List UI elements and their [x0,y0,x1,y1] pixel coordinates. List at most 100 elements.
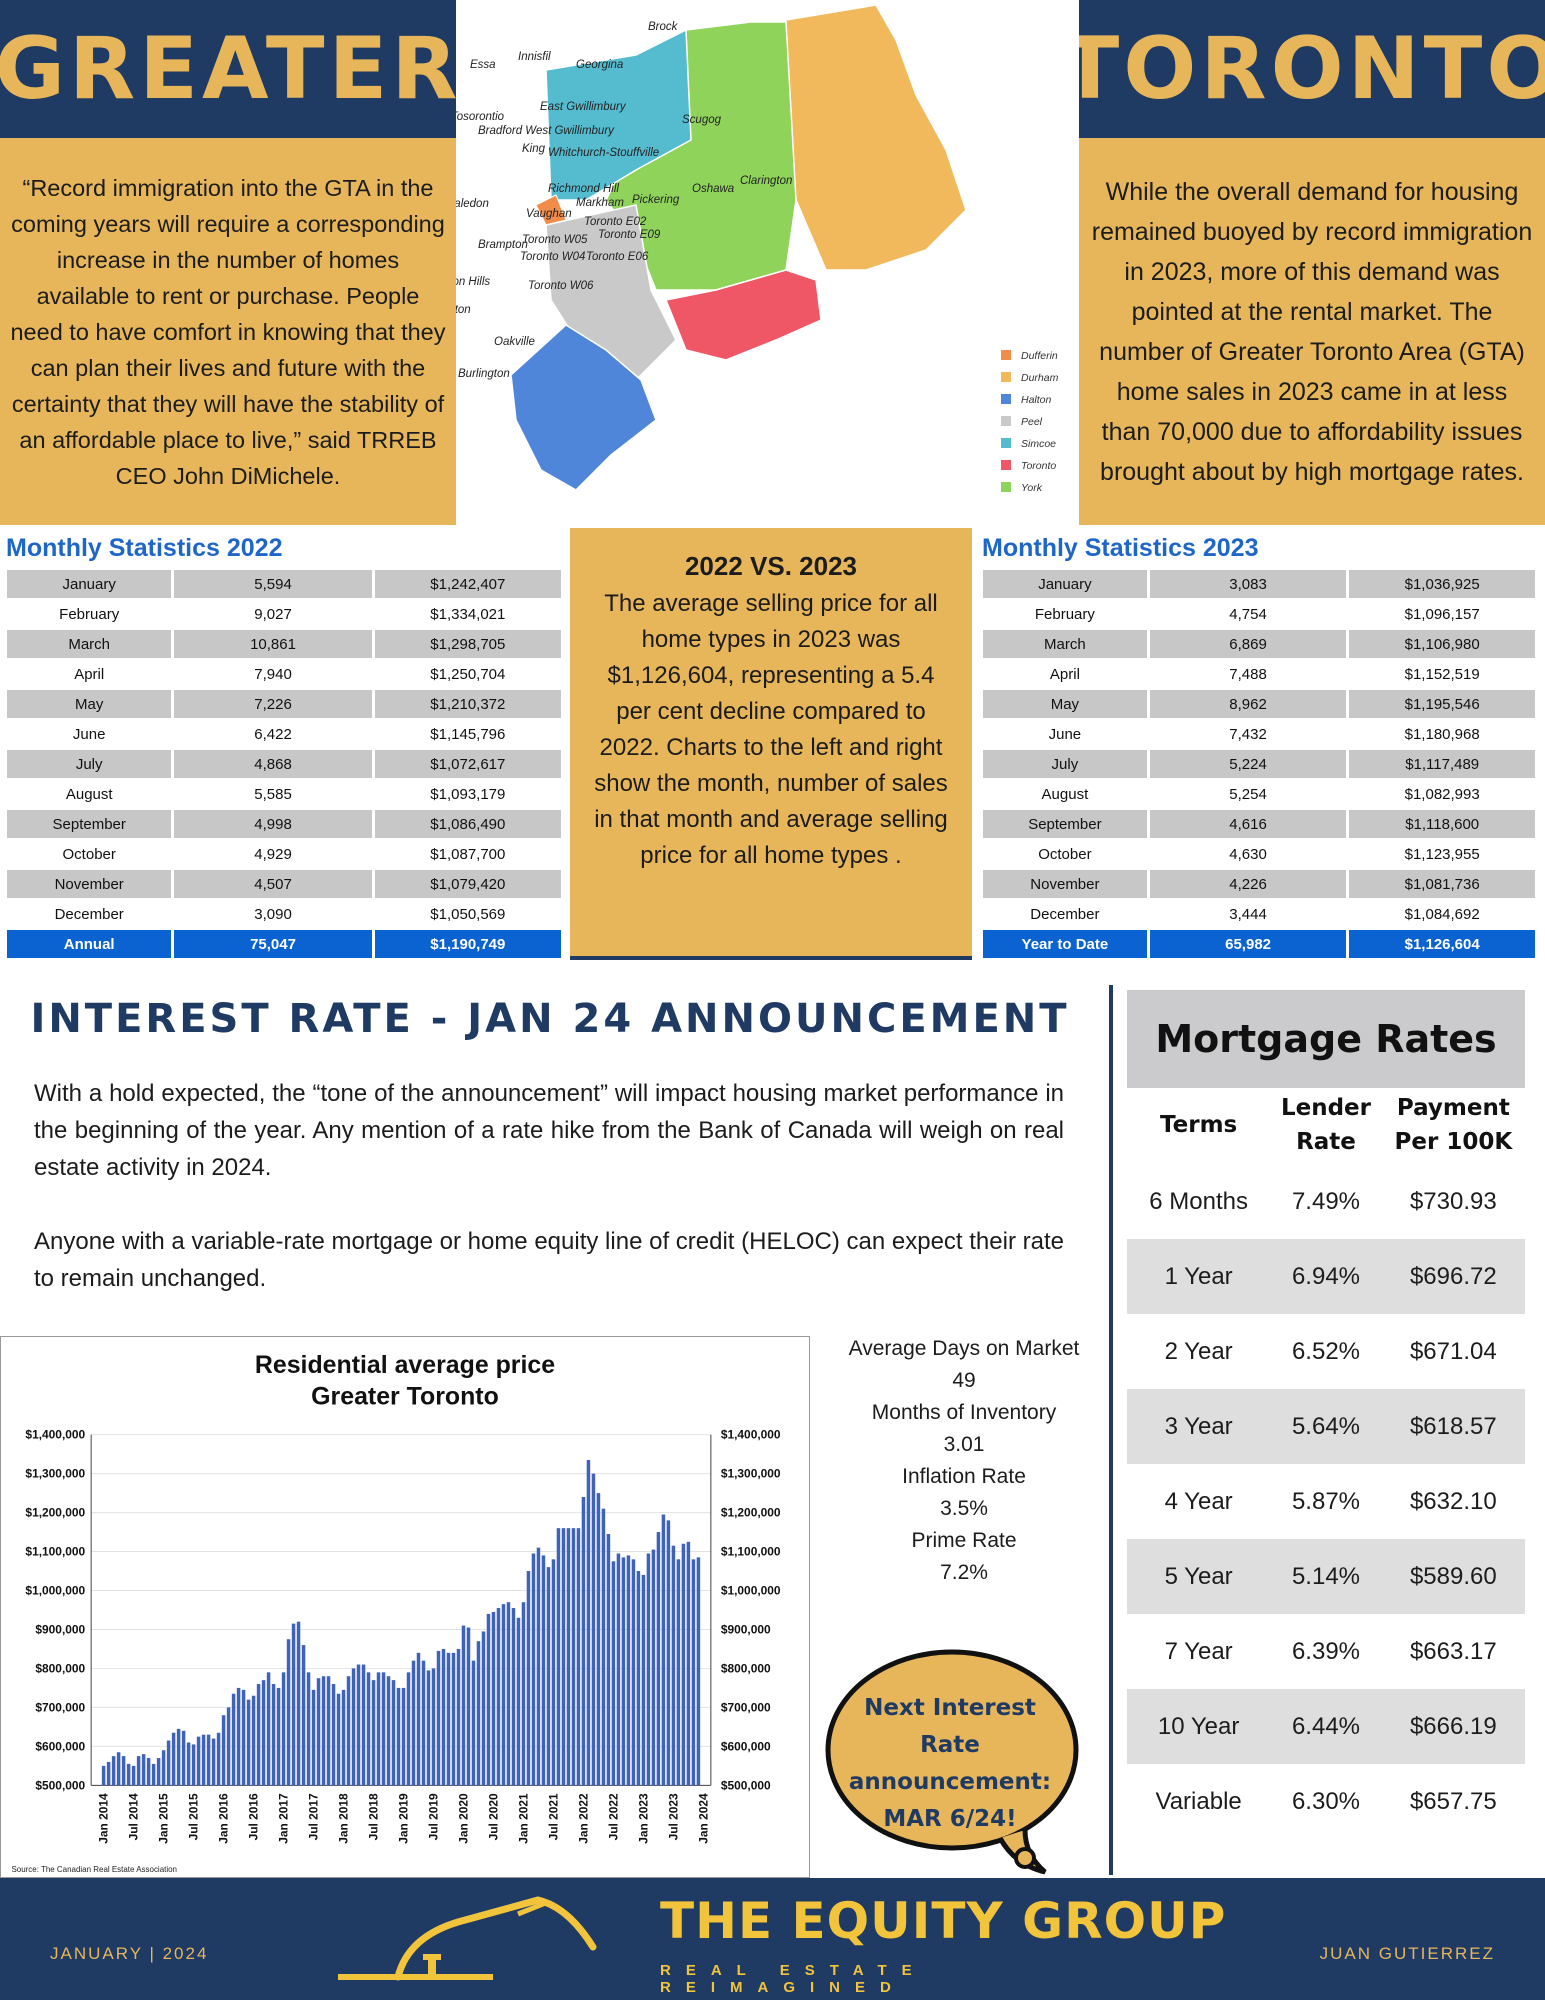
table-total-cell: 75,047 [174,930,372,958]
table-cell: December [1030,905,1100,923]
table-row: May 8,962 $1,195,546 [983,690,1535,718]
y-tick-label-right: $500,000 [721,1778,771,1792]
chart-bar [676,1559,681,1786]
chart-bar [511,1608,516,1786]
table-row: February 4,754 $1,096,157 [983,600,1535,628]
chart-bar [271,1684,276,1786]
table-total-cell: Year to Date [983,930,1147,958]
table-cell: September [983,810,1147,838]
table-cell: 4,868 [174,750,372,778]
chart-bar [611,1561,616,1786]
chart-bar [536,1547,541,1786]
table-cell: 10,861 [174,630,372,658]
bubble-text: Next Interest Rate announcement: MAR 6/2… [840,1690,1060,1838]
mortgage-row: 5 Year 5.14% $589.60 [1127,1539,1525,1614]
mortgage-term: 2 Year [1164,1337,1233,1365]
chart-bar [411,1660,416,1786]
chart-bar [206,1734,211,1786]
mortgage-rate: 7.49% [1291,1187,1361,1215]
legend-label: Durham [1021,372,1059,384]
map-label: Brock [648,21,679,33]
chart-subtitle: Greater Toronto [311,1383,499,1411]
table-cell: $1,123,955 [1404,845,1480,863]
mortgage-row: 10 Year 6.44% $666.19 [1127,1689,1525,1764]
market-stat-value: 7.2% [940,1561,988,1584]
y-tick-label-left: $1,200,000 [25,1506,85,1520]
x-tick-label: Jul 2017 [307,1793,321,1840]
y-tick-label-right: $1,300,000 [721,1467,781,1481]
table-cell: $1,087,700 [430,845,506,863]
table-cell: 3,090 [254,905,292,923]
mortgage-rate: 6.94% [1291,1262,1361,1290]
price-chart-graphic: Residential average price Greater Toront… [11,1351,781,1874]
table-cell: July [7,750,172,778]
chart-bar [221,1715,226,1786]
map-label: Adjala-Tosorontio [456,111,505,123]
y-tick-label-left: $500,000 [35,1778,85,1792]
chart-bar [161,1750,166,1786]
legend-label: Peel [1021,416,1043,428]
table-cell: 7,940 [254,665,292,683]
title-toronto: TORONTO [1061,0,1545,138]
map-label: Pickering [632,194,680,206]
table-row: March 6,869 $1,106,980 [983,630,1535,658]
table-row: August 5,585 $1,093,179 [7,780,561,808]
map-label: East Gwillimbury [540,101,627,113]
legend-swatch [1001,438,1011,448]
table-total-cell: 65,982 [1149,930,1347,958]
chart-bar [591,1473,596,1786]
y-tick-label-left: $900,000 [35,1622,85,1636]
mortgage-row: 7 Year 6.39% $663.17 [1127,1614,1525,1689]
interest-rate-paragraph-2: Anyone with a variable-rate mortgage or … [34,1228,1064,1292]
table-cell: 4,226 [1149,870,1347,898]
x-tick-label: Jan 2015 [157,1793,171,1844]
chart-source: Source: The Canadian Real Estate Associa… [11,1865,177,1874]
toronto-region [664,269,822,361]
ceo-quote: “Record immigration into the GTA in the … [0,138,456,525]
table-cell: August [1041,785,1089,803]
chart-bar [381,1672,386,1786]
header-lender-line2: Rate [1296,1128,1356,1155]
mortgage-rates-rows: 6 Months 7.49% $730.93 1 Year 6.94% $696.72 2 … [1127,1164,1525,1839]
chart-bar [636,1571,641,1786]
table-cell: June [72,725,106,743]
comparison-title: 2022 VS. 2023 [684,551,858,581]
chart-bar [361,1664,366,1786]
table-cell: 3,444 [1229,905,1267,923]
table-row: September 4,616 $1,118,600 [983,810,1535,838]
legend-label: Simcoe [1021,438,1056,450]
table-cell: July [983,750,1147,778]
price-chart: Residential average price Greater Toront… [0,1336,810,1878]
footer-tagline: REAL ESTATE REIMAGINED [660,1962,927,1996]
chart-bar [546,1567,551,1786]
x-tick-label: Jul 2023 [666,1793,680,1840]
table-cell: 5,585 [254,785,292,803]
footer: JANUARY | 2024 THE EQUITY GROUP REAL EST… [0,1878,1545,2000]
chart-bar [451,1652,456,1786]
table-row: June 6,422 $1,145,796 [7,720,561,748]
chart-bar [211,1738,216,1786]
chart-bar [391,1680,396,1786]
chart-bar [416,1652,421,1786]
chart-bar [126,1763,131,1786]
table-row: October 4,630 $1,123,955 [983,840,1535,868]
x-tick-label: Jan 2017 [277,1793,291,1844]
x-tick-label: Jul 2022 [606,1793,620,1840]
table-cell: 3,083 [1149,570,1347,598]
table-row: November 4,507 $1,079,420 [7,870,561,898]
table-cell: May [7,690,172,718]
table-cell: $1,118,600 [1349,810,1535,838]
table-cell: $1,050,569 [430,905,506,923]
mortgage-row: 1 Year 6.94% $696.72 [1127,1239,1525,1314]
legend-label: Halton [1021,394,1052,406]
section-divider [1109,985,1113,1875]
x-tick-label: Jul 2019 [426,1793,440,1840]
monthly-stats-2023: Monthly Statistics 2023 January 3,083 $1,0… [980,528,1538,960]
header-payment-line1: Payment [1396,1094,1510,1121]
market-stat-label: Inflation Rate [902,1465,1026,1488]
chart-bar [311,1689,316,1786]
chart-bar [446,1652,451,1786]
map-label: Toronto W05 [522,234,588,246]
chart-bar [496,1608,501,1786]
chart-bar [491,1611,496,1786]
